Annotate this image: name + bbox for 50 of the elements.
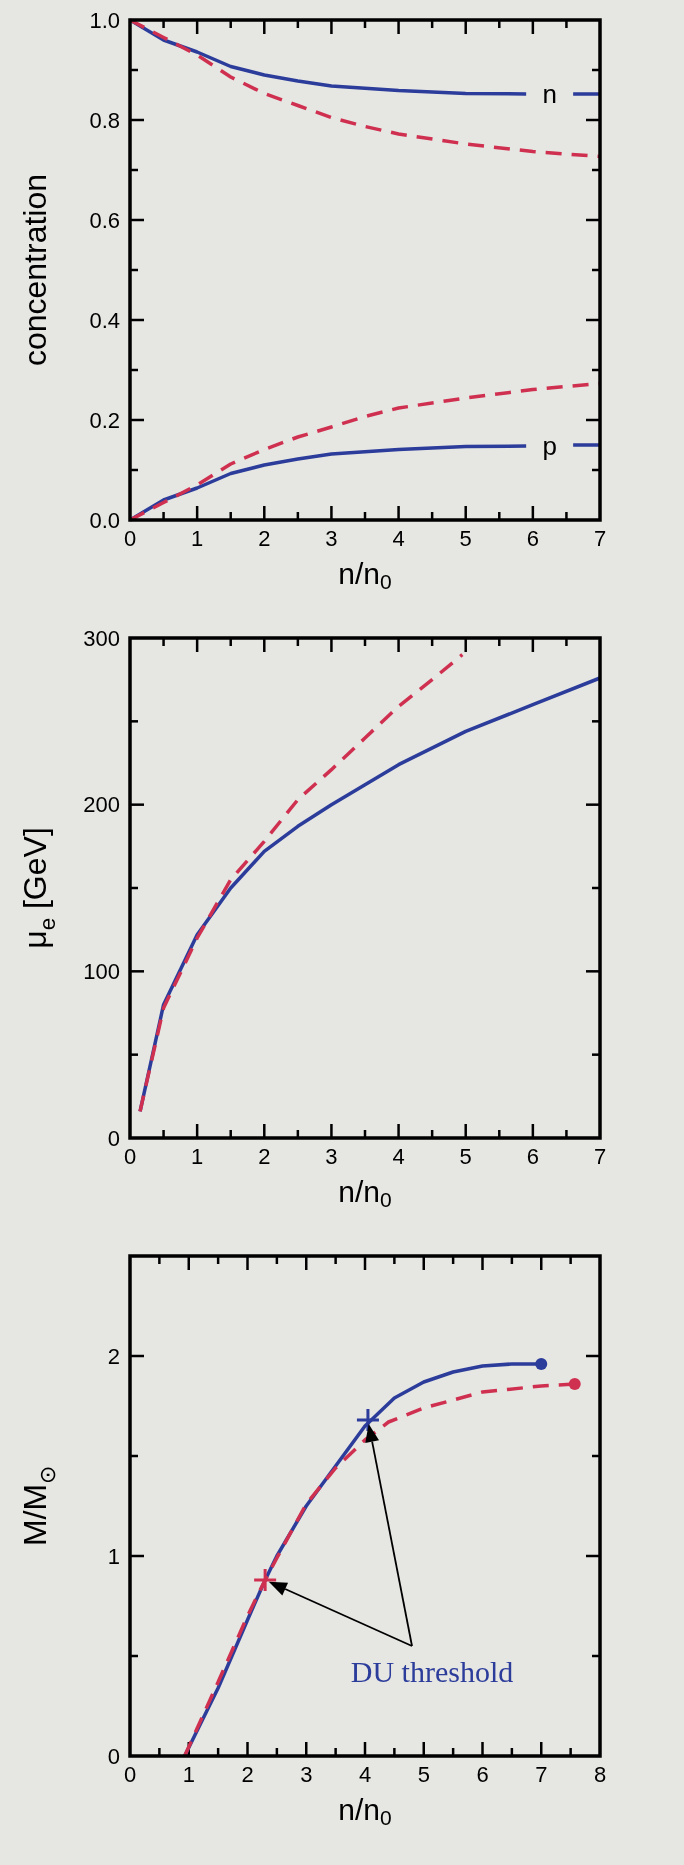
y-tick-label: 300 [83,625,120,651]
x-axis-title: n/n$_{0}$ [338,556,392,593]
x-axis-title: n/n$_{0}$ [338,1792,392,1829]
y-tick-label: 1.0 [89,7,120,33]
x-tick-label: 0 [123,1144,137,1169]
x-tick-label: 2 [241,1762,254,1787]
y-tick-label: 0.4 [89,307,120,333]
x-tick-label: 7 [593,1144,607,1169]
point [535,1358,548,1370]
x-tick-label: 1 [182,1762,195,1787]
x-tick-label: 7 [535,1762,548,1787]
x-axis-title: n/n$_{0}$ [338,1174,392,1211]
point [356,1409,379,1431]
series-label: p [542,431,557,461]
y-tick-label: 100 [83,958,120,984]
x-tick-label: 2 [258,1144,271,1169]
y-tick-label: 0.0 [89,507,120,533]
x-tick-label: 4 [358,1762,372,1787]
x-tick-label: 0 [123,1762,137,1787]
x-tick-label: 4 [392,526,405,551]
x-tick-label: 5 [459,526,472,551]
x-tick-label: 4 [392,1144,405,1169]
x-tick-label: 1 [191,1144,204,1169]
x-tick-label: 0 [123,526,137,551]
series-label: n [542,79,557,109]
y-axis-title: concentration [17,173,53,367]
y-tick-label: 0.8 [89,107,120,133]
y-tick-label: 0.2 [89,407,120,433]
x-tick-label: 6 [526,1144,539,1169]
x-tick-label: 3 [325,1144,338,1169]
point [254,1569,277,1591]
y-tick-label: 0 [107,1125,120,1151]
x-tick-label: 3 [300,1762,313,1787]
x-tick-label: 1 [191,526,204,551]
x-tick-label: 2 [258,526,271,551]
x-tick-label: 3 [325,526,338,551]
y-tick-label: 0.6 [89,207,120,233]
y-tick-label: 0 [107,1743,120,1769]
y-tick-label: 2 [107,1343,120,1369]
line-series [138,652,465,1114]
y-tick-label: 200 [83,792,120,818]
x-tick-label: 5 [417,1762,430,1787]
point [568,1378,581,1390]
annotation: DU threshold [350,1654,514,1688]
x-tick-label: 6 [526,526,539,551]
x-tick-label: 6 [476,1762,489,1787]
y-tick-label: 1 [107,1543,120,1569]
x-tick-label: 5 [459,1144,472,1169]
x-tick-label: 8 [593,1762,607,1787]
x-tick-label: 7 [593,526,607,551]
